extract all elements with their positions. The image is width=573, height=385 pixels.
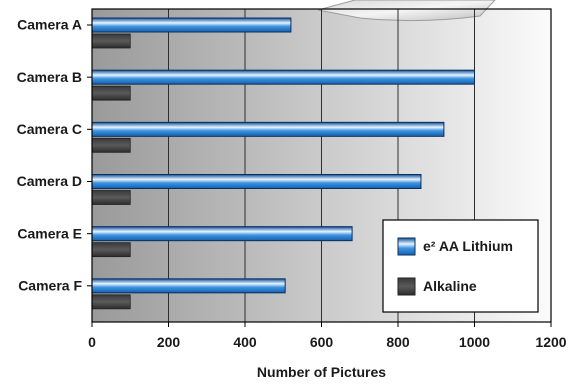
- category-label: Camera C: [17, 121, 82, 137]
- bar-lithium-camera-a: [91, 17, 292, 33]
- bar-lithium-camera-e: [91, 226, 353, 242]
- plot-border: [91, 8, 552, 323]
- legend-swatch-lithium: [397, 237, 416, 256]
- bar-alkaline-camera-f: [91, 294, 131, 310]
- bar-alkaline-camera-d: [91, 190, 131, 205]
- x-axis-title: Number of Pictures: [257, 364, 386, 380]
- bar-alkaline-camera-b: [91, 85, 131, 101]
- x-tick-label: 0: [88, 334, 96, 350]
- x-tick-label: 800: [386, 334, 410, 350]
- legend-label-lithium: e² AA Lithium: [423, 238, 513, 254]
- bar-lithium-camera-c: [91, 121, 445, 137]
- category-label: Camera F: [18, 278, 82, 294]
- category-label: Camera B: [17, 69, 82, 85]
- bar-alkaline-camera-e: [91, 242, 131, 258]
- x-tick-label: 400: [233, 334, 257, 350]
- x-tick-label: 200: [157, 334, 181, 350]
- legend-swatch-alkaline: [397, 277, 416, 296]
- bar-alkaline-camera-c: [91, 137, 131, 153]
- legend-label-alkaline: Alkaline: [423, 278, 477, 294]
- category-label: Camera D: [17, 173, 82, 189]
- category-label: Camera E: [17, 225, 82, 241]
- bar-lithium-camera-b: [91, 69, 475, 85]
- x-tick-label: 1000: [459, 334, 490, 350]
- legend-box: [382, 219, 539, 313]
- bar-lithium-camera-d: [91, 174, 422, 189]
- bar-lithium-camera-f: [91, 278, 286, 294]
- x-tick-label: 600: [310, 334, 334, 350]
- bar-alkaline-camera-a: [91, 33, 131, 49]
- category-label: Camera A: [17, 17, 82, 33]
- battery-decoration: [317, 0, 496, 22]
- x-tick-label: 1200: [535, 334, 566, 350]
